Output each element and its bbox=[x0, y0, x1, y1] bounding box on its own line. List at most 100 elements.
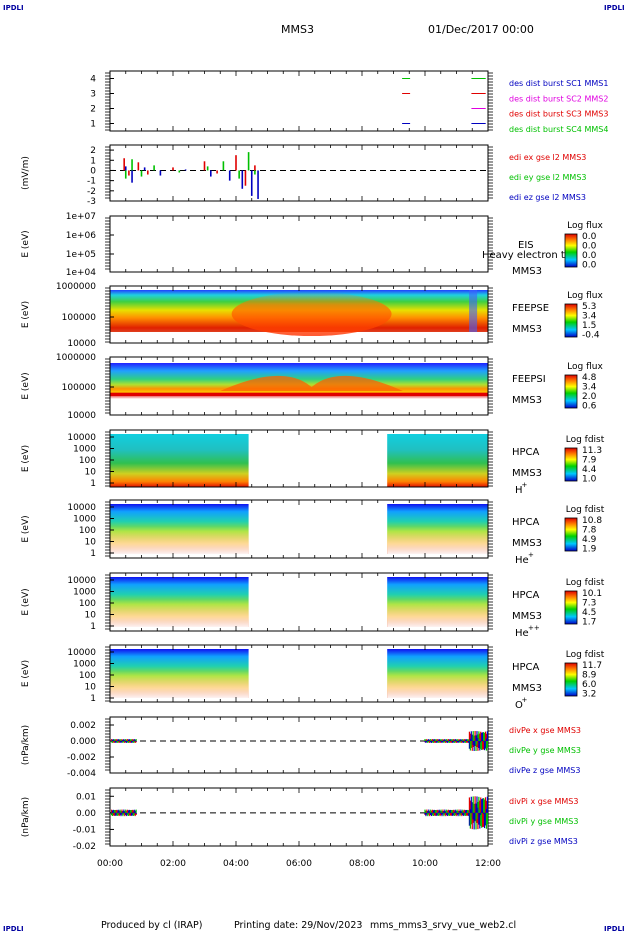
panel-11-ytick-label: 0.00 bbox=[76, 809, 96, 819]
panel-4-ylabel: E (eV) bbox=[21, 301, 31, 328]
panel-2-legend-entry: edi ex gse l2 MMS3 bbox=[509, 153, 586, 162]
panel-10-legend-entry: divPe x gse MMS3 bbox=[509, 726, 581, 735]
footer-filename: mms_mms3_srvy_vue_web2.cl bbox=[370, 920, 517, 931]
panel-4-spectrogram bbox=[110, 290, 488, 336]
panel-7-colorbar bbox=[564, 517, 578, 552]
panel-9-ytick-label: 100 bbox=[79, 671, 96, 681]
panel-5-spectrogram bbox=[110, 363, 488, 399]
panel-2-frame bbox=[109, 144, 489, 202]
panel-9-colorbar-tick: 11.7 bbox=[582, 661, 602, 671]
panel-3-colorbar-title: Log flux bbox=[567, 221, 603, 231]
panel-1-legend-entry: des dist burst SC1 MMS1 bbox=[509, 79, 608, 88]
panel-11-side-ticks bbox=[105, 789, 493, 845]
panel-6-species-charge: + bbox=[522, 481, 528, 489]
panel-7-species-label: He bbox=[515, 555, 529, 566]
panel-4-colorbar-tick: 1.5 bbox=[582, 321, 596, 331]
panel-8-species-charge: ++ bbox=[528, 624, 540, 632]
panel-8-colorbar-tick: 7.3 bbox=[582, 599, 596, 609]
header-spacecraft: MMS3 bbox=[281, 23, 314, 36]
panel-11-legend-entry: divPi z gse MMS3 bbox=[509, 837, 578, 846]
panel-8-colorbar bbox=[564, 590, 578, 625]
panel-3-ytick-label: 1e+06 bbox=[66, 231, 97, 241]
panel-6-ytick-label: 10000 bbox=[67, 433, 96, 443]
panel-7-ytick-label: 1 bbox=[90, 549, 96, 559]
panel-6-colorbar bbox=[564, 447, 578, 482]
panel-8-colorbar-tick: 1.7 bbox=[582, 618, 596, 628]
panel-1-ytick-label: 2 bbox=[90, 105, 96, 115]
panel-10-side-ticks bbox=[105, 718, 493, 771]
panel-9-side-ticks bbox=[105, 646, 493, 702]
panel-6-colorbar-title: Log fdist bbox=[566, 435, 605, 445]
panel-5-spacecraft-label: MMS3 bbox=[512, 395, 542, 406]
panel-3-ytick-label: 1e+04 bbox=[66, 268, 97, 278]
x-tick-label: 06:00 bbox=[286, 859, 312, 869]
panel-3-spacecraft-label: MMS3 bbox=[512, 266, 542, 277]
panel-5-side-ticks bbox=[105, 358, 493, 414]
panel-4-colorbar-tick: -0.4 bbox=[582, 331, 600, 341]
panel-7-spectrogram bbox=[110, 504, 488, 554]
panel-9-species-charge: + bbox=[522, 696, 528, 704]
panel-3-ytick-label: 1e+05 bbox=[66, 250, 96, 260]
panel-7-colorbar-tick: 1.9 bbox=[582, 545, 597, 555]
panel-4-ytick-label: 100000 bbox=[62, 313, 97, 323]
panel-7-species-charge: + bbox=[528, 551, 534, 559]
footer-produced-by: Produced by cl (IRAP) bbox=[101, 920, 203, 931]
panel-4-spacecraft-label: MMS3 bbox=[512, 324, 542, 335]
panel-1-legend-entry: des dist burst SC3 MMS3 bbox=[509, 110, 608, 119]
panel-7-ytick-label: 10 bbox=[85, 538, 97, 548]
panel-7-ylabel: E (eV) bbox=[21, 515, 31, 542]
panel-9-colorbar-title: Log fdist bbox=[566, 650, 605, 660]
panel-5-colorbar-tick: 3.4 bbox=[582, 383, 597, 393]
panel-3-extra-label: Heavy electron to bbox=[482, 250, 571, 261]
panel-11-ytick-label: -0.02 bbox=[73, 842, 96, 852]
panel-3-colorbar-tick: 0.0 bbox=[582, 242, 597, 252]
panel-8-ytick-label: 1 bbox=[90, 622, 96, 632]
panel-7-ytick-label: 1000 bbox=[73, 515, 96, 525]
panel-9-colorbar-tick: 3.2 bbox=[582, 690, 596, 700]
panel-1-ytick-label: 3 bbox=[90, 90, 96, 100]
panel-9-spacecraft-label: MMS3 bbox=[512, 683, 542, 694]
panel-1-legend-entry: des dist burst SC4 MMS4 bbox=[509, 125, 608, 134]
panel-2-ytick-label: -2 bbox=[87, 187, 96, 197]
x-tick-label: 10:00 bbox=[412, 859, 438, 869]
panel-4-colorbar-tick: 5.3 bbox=[582, 302, 596, 312]
panel-5-ytick-label: 1000000 bbox=[56, 353, 96, 363]
panel-11-ytick-label: 0.01 bbox=[76, 792, 96, 802]
panel-8-ytick-label: 10000 bbox=[67, 576, 96, 586]
panel-9-species-label: O bbox=[515, 700, 523, 711]
panel-8-instrument-label: HPCA bbox=[512, 590, 540, 601]
panel-6-spacecraft-label: MMS3 bbox=[512, 468, 542, 479]
panel-5-colorbar-tick: 2.0 bbox=[582, 392, 597, 402]
panel-3-side-ticks bbox=[105, 217, 493, 270]
panel-2-ytick-label: -3 bbox=[87, 197, 96, 207]
panel-7-colorbar-tick: 10.8 bbox=[582, 516, 602, 526]
panel-5-ytick-label: 100000 bbox=[62, 383, 97, 393]
panel-8-ytick-label: 10 bbox=[85, 611, 97, 621]
panel-9-ytick-label: 10000 bbox=[67, 648, 96, 658]
panel-9-instrument-label: HPCA bbox=[512, 662, 540, 673]
panel-7-colorbar-tick: 7.8 bbox=[582, 526, 597, 536]
panel-8-colorbar-title: Log fdist bbox=[566, 578, 605, 588]
panel-11-legend-entry: divPi y gse MMS3 bbox=[509, 817, 578, 826]
panel-8-spacecraft-label: MMS3 bbox=[512, 611, 542, 622]
panel-2-side-ticks bbox=[105, 146, 493, 199]
panel-11-ylabel: (nPa/km) bbox=[21, 797, 31, 837]
panel-6-ytick-label: 1000 bbox=[73, 445, 96, 455]
panel-8-species-label: He bbox=[515, 628, 529, 639]
panel-5-instrument-label: FEEPSI bbox=[512, 374, 546, 385]
panel-9-ytick-label: 1 bbox=[90, 694, 96, 704]
panel-4-instrument-label: FEEPSE bbox=[512, 303, 549, 314]
panel-4-ytick-label: 10000 bbox=[67, 339, 96, 349]
panel-4-ytick-label: 1000000 bbox=[56, 282, 96, 292]
x-tick-label: 00:00 bbox=[97, 859, 123, 869]
panel-4-colorbar-title: Log flux bbox=[567, 291, 603, 301]
panel-3-ylabel: E (eV) bbox=[21, 230, 31, 257]
panel-5-ytick-label: 10000 bbox=[67, 411, 96, 421]
panel-7-colorbar-tick: 4.9 bbox=[582, 535, 597, 545]
panel-9-ytick-label: 10 bbox=[85, 683, 97, 693]
panel-8-side-ticks bbox=[105, 574, 493, 630]
panel-8-colorbar-tick: 10.1 bbox=[582, 589, 602, 599]
panel-9-spectrogram bbox=[110, 649, 488, 698]
panel-11-legend-entry: divPi x gse MMS3 bbox=[509, 797, 578, 806]
panel-3-colorbar-tick: 0.0 bbox=[582, 232, 597, 242]
